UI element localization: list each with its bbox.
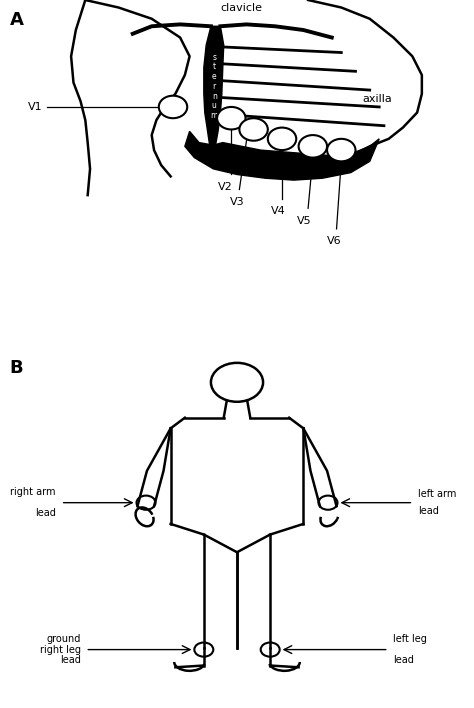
Text: V3: V3 [230, 197, 244, 207]
Text: right leg: right leg [40, 644, 81, 655]
Text: lead: lead [393, 655, 414, 665]
Text: V6: V6 [327, 236, 341, 246]
Text: A: A [9, 11, 23, 29]
Text: left arm: left arm [418, 489, 456, 499]
Circle shape [299, 135, 327, 158]
Text: right arm: right arm [10, 487, 56, 498]
Text: B: B [9, 360, 23, 377]
Text: axilla: axilla [362, 94, 392, 105]
Circle shape [239, 118, 268, 141]
Text: ground: ground [46, 634, 81, 644]
Text: V4: V4 [271, 207, 286, 217]
Polygon shape [185, 132, 379, 180]
Circle shape [268, 127, 296, 150]
Text: s
t
e
r
n
u
m: s t e r n u m [210, 52, 218, 120]
Text: lead: lead [35, 508, 56, 518]
Text: left leg: left leg [393, 634, 427, 644]
Text: V2: V2 [218, 182, 233, 192]
Text: V5: V5 [297, 216, 311, 226]
Polygon shape [204, 26, 224, 144]
Text: clavicle: clavicle [221, 3, 263, 13]
Circle shape [159, 96, 187, 118]
Circle shape [327, 139, 356, 161]
Text: lead: lead [418, 506, 439, 516]
Circle shape [217, 107, 246, 130]
Text: V1: V1 [28, 102, 43, 112]
Text: lead: lead [60, 655, 81, 666]
